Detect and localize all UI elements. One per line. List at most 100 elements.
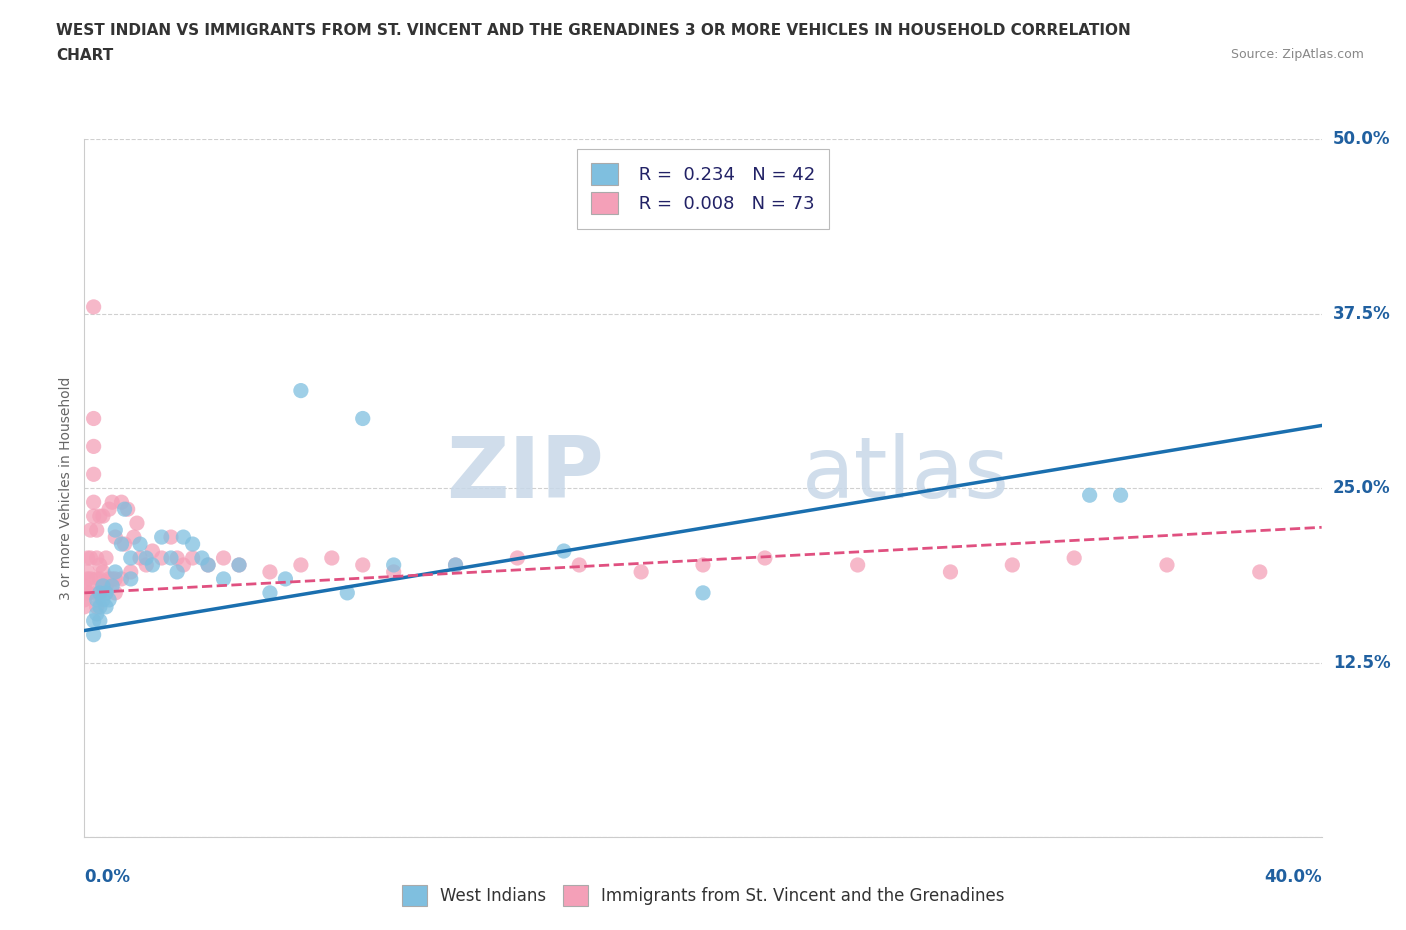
Point (129, 537, 152, 551)
Point (274, 571, 297, 587)
Point (114, 502, 136, 517)
Point (135, 558, 157, 573)
Point (129, 551, 152, 565)
Point (117, 502, 139, 517)
Point (1109, 488, 1132, 503)
Point (73, 592, 96, 607)
Point (104, 530, 127, 545)
Point (382, 565, 405, 579)
Point (212, 571, 235, 587)
Text: atlas: atlas (801, 432, 1010, 516)
Point (352, 558, 374, 573)
Point (94, 578, 117, 593)
Point (86, 523, 108, 538)
Point (135, 551, 157, 565)
Point (336, 586, 359, 601)
Point (150, 551, 173, 565)
Point (1156, 558, 1178, 573)
Point (89, 600, 111, 615)
Point (79, 523, 101, 538)
Point (110, 495, 132, 510)
Point (228, 558, 250, 573)
Point (98, 571, 121, 587)
Text: 12.5%: 12.5% (1333, 654, 1391, 671)
Point (104, 523, 127, 538)
Point (83, 628, 105, 643)
Point (172, 558, 194, 573)
Text: 37.5%: 37.5% (1333, 305, 1391, 323)
Point (79, 586, 101, 601)
Point (79, 551, 101, 565)
Point (110, 571, 132, 587)
Point (98, 592, 121, 607)
Text: Source: ZipAtlas.com: Source: ZipAtlas.com (1230, 48, 1364, 61)
Point (1078, 488, 1101, 503)
Point (197, 558, 219, 573)
Point (83, 299, 105, 314)
Text: WEST INDIAN VS IMMIGRANTS FROM ST. VINCENT AND THE GRENADINES 3 OR MORE VEHICLES: WEST INDIAN VS IMMIGRANTS FROM ST. VINCE… (56, 23, 1130, 38)
Point (1063, 551, 1085, 565)
Point (141, 558, 163, 573)
Point (568, 558, 591, 573)
Point (73, 600, 96, 615)
Point (228, 558, 250, 573)
Point (86, 571, 108, 587)
Point (692, 586, 714, 601)
Point (86, 586, 108, 601)
Point (754, 551, 776, 565)
Text: 40.0%: 40.0% (1264, 868, 1322, 885)
Point (76, 551, 98, 565)
Point (122, 530, 145, 545)
Point (181, 537, 204, 551)
Point (83, 411, 105, 426)
Point (939, 565, 962, 579)
Point (125, 515, 148, 530)
Point (259, 565, 281, 579)
Point (83, 495, 105, 510)
Point (382, 558, 405, 573)
Y-axis label: 3 or more Vehicles in Household: 3 or more Vehicles in Household (59, 377, 73, 600)
Point (89, 509, 111, 524)
Point (160, 551, 183, 565)
Point (1249, 565, 1271, 579)
Point (290, 558, 312, 573)
Text: 25.0%: 25.0% (1333, 479, 1391, 498)
Point (89, 614, 111, 629)
Text: CHART: CHART (56, 48, 114, 63)
Point (444, 558, 467, 573)
Point (83, 467, 105, 482)
Point (83, 614, 105, 629)
Text: 50.0%: 50.0% (1333, 130, 1391, 149)
Point (91, 565, 114, 579)
Point (259, 586, 281, 601)
Point (120, 551, 142, 565)
Point (150, 530, 173, 545)
Point (94, 600, 117, 615)
Point (141, 543, 163, 558)
Point (101, 495, 124, 510)
Point (166, 551, 188, 565)
Point (630, 565, 652, 579)
Point (86, 600, 108, 615)
Point (846, 558, 869, 573)
Point (91, 578, 114, 593)
Point (89, 571, 111, 587)
Point (104, 571, 127, 587)
Point (83, 439, 105, 454)
Point (110, 537, 132, 551)
Point (1001, 558, 1024, 573)
Point (91, 592, 114, 607)
Point (160, 530, 183, 545)
Point (91, 578, 114, 593)
Point (83, 509, 105, 524)
Point (444, 558, 467, 573)
Point (91, 509, 114, 524)
Point (76, 565, 98, 579)
Point (76, 586, 98, 601)
Point (98, 502, 121, 517)
Point (101, 571, 124, 587)
Point (86, 606, 108, 621)
Point (166, 565, 188, 579)
Point (79, 571, 101, 587)
Point (73, 578, 96, 593)
